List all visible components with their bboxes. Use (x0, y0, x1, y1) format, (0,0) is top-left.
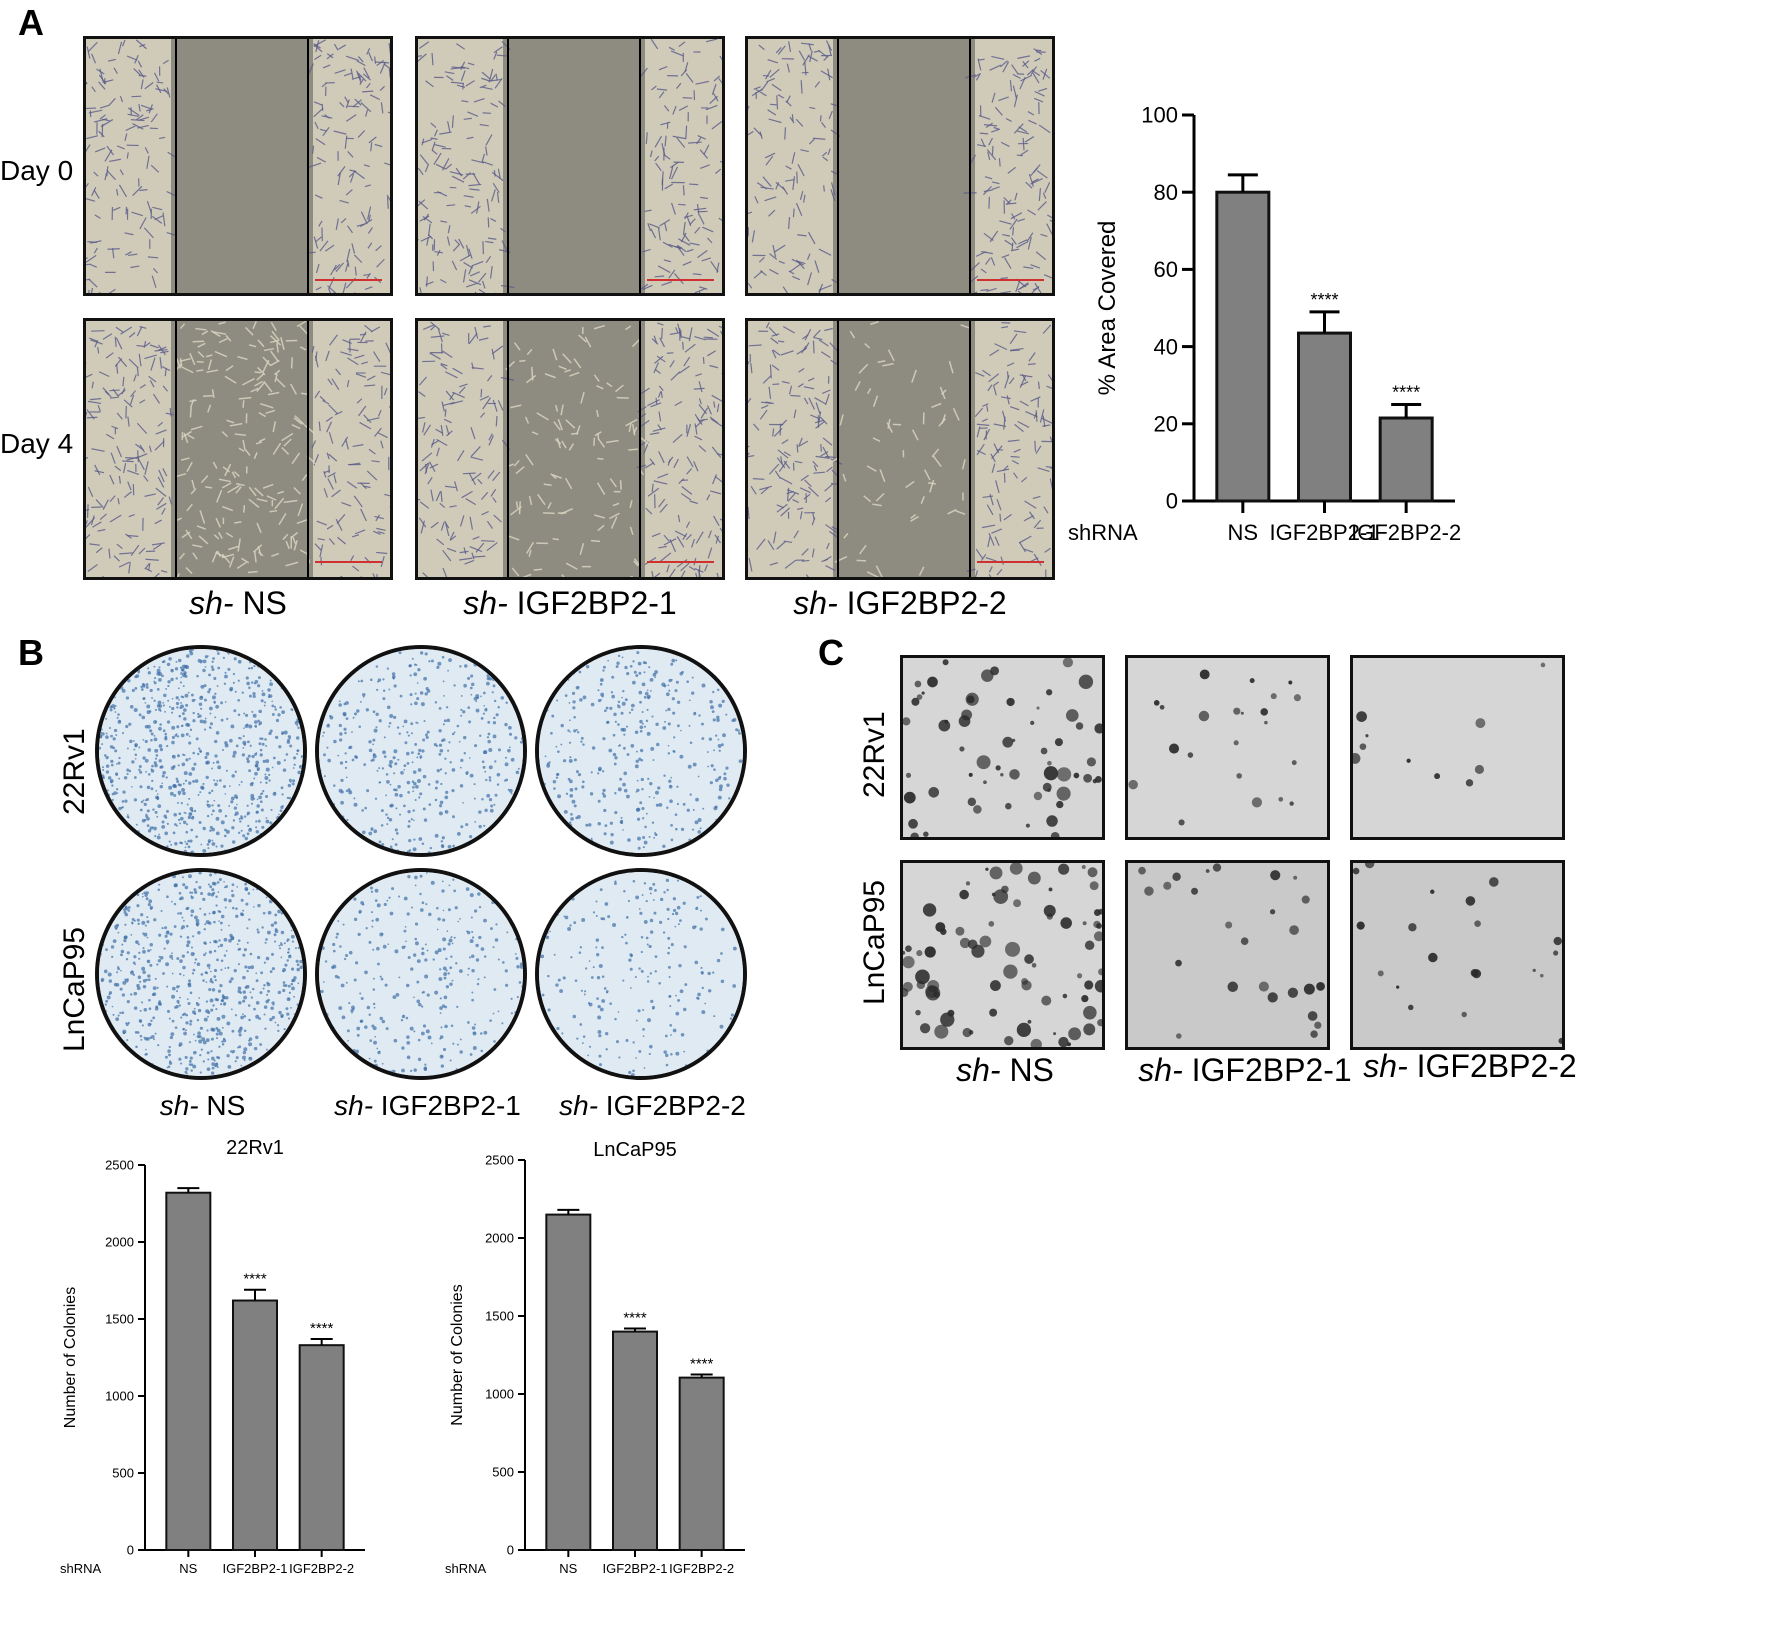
dish-caption-igf2bp2-2: sh- IGF2BP2-2 (559, 1090, 746, 1121)
y-tick-label: 2500 (485, 1153, 514, 1168)
y-tick-label: 0 (127, 1543, 134, 1558)
condition-caption-igf2bp2-1: sh- IGF2BP2-1 (463, 585, 677, 621)
panel-label-a: A (18, 2, 44, 43)
row-label-22rv1: 22Rv1 (58, 728, 91, 815)
bar-igf2bp2-2 (298, 1344, 345, 1551)
row-label-day4: Day 4 (0, 428, 74, 459)
bar-igf2bp2-1 (1297, 331, 1352, 503)
y-tick-label: 2000 (105, 1235, 134, 1250)
bar-ns (165, 1191, 212, 1551)
y-tick-label: 80 (1154, 180, 1178, 205)
category-label: NS (559, 1561, 577, 1576)
dish-caption-igf2bp2-1: sh- IGF2BP2-1 (334, 1090, 521, 1121)
y-tick-label: 1000 (485, 1387, 514, 1402)
y-tick-label: 20 (1154, 412, 1178, 437)
colony-dish-lncap95-ns (95, 868, 307, 1080)
soft-agar-image-lncap95-igf2bp2-2 (1350, 860, 1565, 1050)
colony-dish-22rv1-igf2bp2-1 (315, 645, 527, 857)
row-label-lncap95: LnCaP95 (58, 926, 91, 1052)
soft-agar-caption-igf2bp2-1: sh- IGF2BP2-1 (1138, 1052, 1352, 1088)
scratch-image-day0-ns (83, 36, 393, 296)
soft-agar-image-22rv1-ns (900, 655, 1105, 840)
category-label: NS (1228, 520, 1259, 545)
y-tick-label: 1000 (105, 1389, 134, 1404)
scratch-image-day4-igf2bp2-2 (745, 318, 1055, 580)
condition-caption-ns: sh- NS (189, 585, 287, 621)
significance-label: **** (623, 1309, 647, 1326)
y-tick-label: 0 (507, 1543, 514, 1558)
category-label: IGF2BP2-2 (289, 1561, 354, 1576)
x-axis-label: shRNA (445, 1561, 487, 1576)
y-axis-label: Number of Colonies (449, 1284, 466, 1425)
chart-title: LnCaP95 (593, 1139, 676, 1161)
soft-agar-row-label-22rv1: 22Rv1 (858, 711, 891, 798)
category-label: IGF2BP2-2 (669, 1561, 734, 1576)
y-tick-label: 100 (1141, 103, 1178, 128)
bar-igf2bp2-1 (232, 1299, 278, 1551)
y-tick-label: 2500 (105, 1158, 134, 1173)
soft-agar-image-lncap95-igf2bp2-1 (1125, 860, 1330, 1050)
significance-label: **** (1310, 290, 1338, 310)
soft-agar-image-lncap95-ns (900, 860, 1105, 1050)
colony-dish-22rv1-ns (95, 645, 307, 857)
colony-dish-22rv1-igf2bp2-2 (535, 645, 747, 857)
soft-agar-caption-ns: sh- NS (956, 1052, 1054, 1088)
panel-label-b: B (18, 632, 44, 673)
y-tick-label: 2000 (485, 1231, 514, 1246)
category-label: NS (179, 1561, 197, 1576)
category-label: IGF2BP2-2 (1351, 520, 1461, 545)
bar-ns (545, 1213, 592, 1551)
scratch-image-day4-igf2bp2-1 (415, 318, 725, 580)
colonies-lncap95-chart: LnCaP95 0 500 1000 1500 2000 2500 Number of Col… (445, 1139, 745, 1576)
colonies-22rv1-chart: 22Rv1 0 500 1000 1500 2000 2500 Number of Colon… (60, 1137, 365, 1576)
area-covered-chart: 0 20 40 60 80 100 % Area Covered shRNA NS IGF2BP2… (1068, 103, 1461, 545)
y-tick-label: 60 (1154, 257, 1178, 282)
colony-dish-lncap95-igf2bp2-1 (315, 868, 527, 1080)
y-tick-label: 0 (1166, 489, 1178, 514)
dish-caption-ns: sh- NS (159, 1090, 246, 1121)
x-axis-label: shRNA (1068, 520, 1138, 545)
condition-caption-igf2bp2-2: sh- IGF2BP2-2 (793, 585, 1007, 621)
soft-agar-caption-igf2bp2-2: sh- IGF2BP2-2 (1363, 1048, 1577, 1084)
bar-igf2bp2-1 (612, 1330, 658, 1551)
significance-label: **** (243, 1271, 267, 1288)
bar-igf2bp2-2 (678, 1376, 725, 1551)
significance-label: **** (310, 1320, 334, 1337)
category-label: IGF2BP2-1 (602, 1561, 667, 1576)
y-tick-label: 500 (492, 1465, 514, 1480)
row-label-day0: Day 0 (0, 155, 74, 186)
y-tick-label: 1500 (105, 1312, 134, 1327)
scratch-image-day0-igf2bp2-2 (745, 36, 1055, 296)
y-tick-label: 500 (112, 1466, 134, 1481)
x-axis-label: shRNA (60, 1561, 102, 1576)
soft-agar-image-22rv1-igf2bp2-1 (1125, 655, 1330, 840)
y-tick-label: 1500 (485, 1309, 514, 1324)
scratch-image-day0-igf2bp2-1 (415, 36, 725, 296)
panel-label-c: C (818, 632, 844, 673)
bar-ns (1215, 190, 1271, 503)
bar-igf2bp2-2 (1378, 416, 1434, 503)
y-axis-label: Number of Colonies (62, 1287, 79, 1428)
soft-agar-row-label-lncap95: LnCaP95 (858, 879, 891, 1005)
colony-dish-lncap95-igf2bp2-2 (535, 868, 747, 1080)
soft-agar-image-22rv1-igf2bp2-2 (1350, 655, 1565, 840)
significance-label: **** (690, 1356, 714, 1373)
chart-title: 22Rv1 (226, 1137, 284, 1159)
y-axis-label: % Area Covered (1094, 221, 1121, 396)
scratch-image-day4-ns (83, 318, 393, 580)
category-label: IGF2BP2-1 (1269, 520, 1379, 545)
category-label: IGF2BP2-1 (222, 1561, 287, 1576)
y-tick-label: 40 (1154, 334, 1178, 359)
significance-label: **** (1392, 383, 1420, 403)
